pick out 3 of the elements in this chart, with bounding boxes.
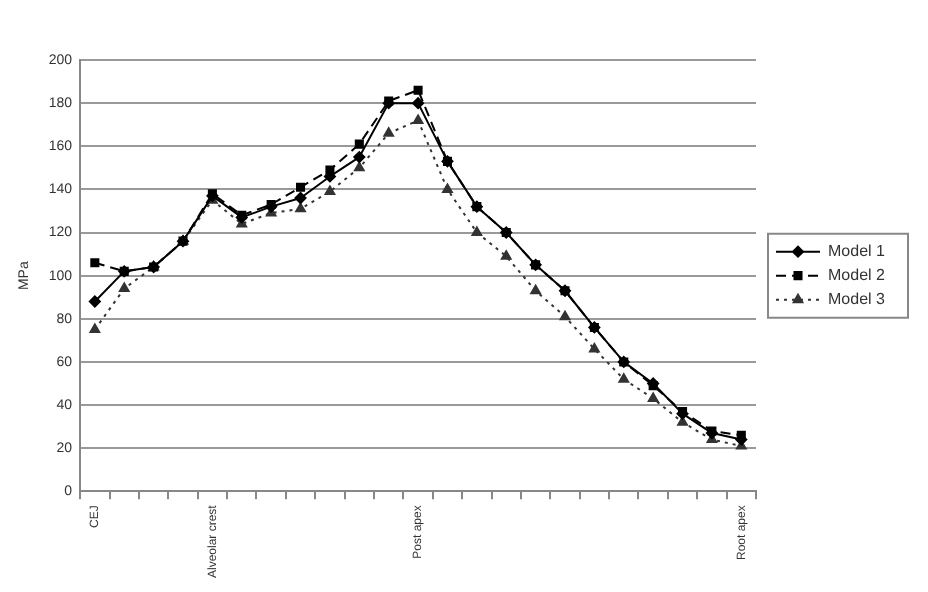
legend-label: Model 2 (828, 266, 887, 285)
legend-label: Model 1 (828, 242, 887, 261)
legend-label: Model 3 (828, 290, 887, 309)
